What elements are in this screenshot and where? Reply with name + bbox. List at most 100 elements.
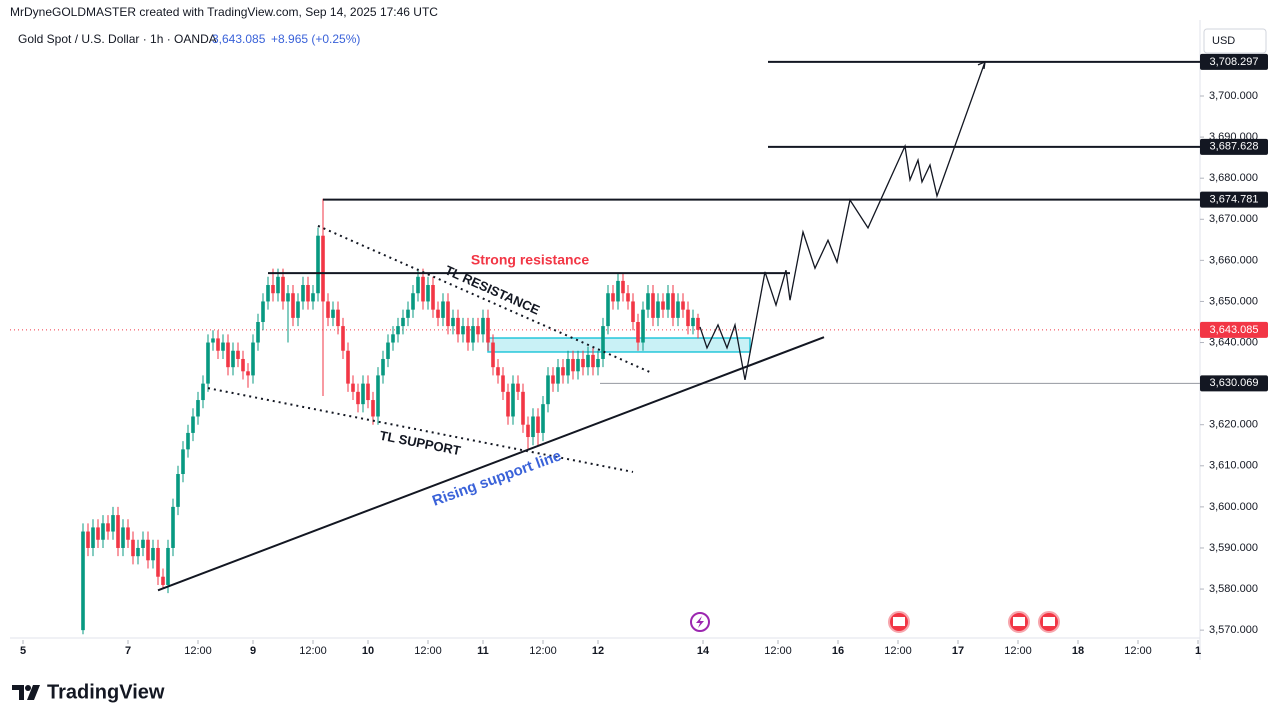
candle-body	[581, 358, 585, 368]
annotation: Strong resistance	[471, 252, 589, 268]
candle-body	[481, 317, 485, 335]
event-icons	[690, 611, 1060, 633]
candle-body	[221, 342, 225, 351]
candle-body	[541, 404, 545, 433]
y-tick-label: 3,670.000	[1209, 213, 1258, 225]
candle-body	[646, 293, 650, 310]
candle-body	[651, 293, 655, 318]
candle-body	[241, 358, 245, 372]
x-tick-label: 14	[697, 645, 710, 657]
candle-body	[606, 293, 610, 327]
candle-body	[216, 338, 220, 351]
candle-body	[531, 416, 535, 438]
candle-body	[476, 326, 480, 335]
currency-box[interactable]	[1203, 28, 1267, 54]
candle-body	[391, 334, 395, 343]
candle-body	[416, 276, 420, 294]
candle-body	[206, 342, 210, 384]
candle-body	[671, 293, 675, 318]
candle-body	[176, 474, 180, 507]
y-tick-label: 3,600.000	[1209, 501, 1258, 513]
candle-body	[561, 367, 565, 376]
candle-body	[546, 375, 550, 405]
y-tick-label: 3,610.000	[1209, 460, 1258, 472]
candle-body	[191, 416, 195, 433]
event-icon-bolt	[696, 616, 704, 628]
level-label: 3,630.069	[1210, 377, 1259, 389]
candle-body	[471, 326, 475, 343]
candle-body	[171, 506, 175, 548]
candle-body	[621, 280, 625, 294]
candle-body	[336, 309, 340, 327]
level-label-box	[1200, 53, 1268, 70]
candle-body	[536, 416, 540, 433]
level-label: 3,687.628	[1210, 141, 1259, 153]
x-tick-label: 12:00	[884, 645, 912, 657]
x-tick-label: 12:00	[414, 645, 442, 657]
level-label-box	[1200, 138, 1268, 155]
candle-body	[696, 317, 700, 330]
candle-body	[361, 383, 365, 405]
candle-body	[666, 293, 670, 310]
projection-arrow	[977, 60, 986, 70]
candle-body	[326, 301, 330, 318]
candle-body	[271, 285, 275, 294]
logo-icon	[27, 685, 40, 700]
candle-body	[251, 342, 255, 376]
x-tick-label: 12	[592, 645, 604, 657]
y-tick-label: 3,570.000	[1209, 624, 1258, 636]
x-tick-label: 12:00	[529, 645, 557, 657]
candle-body	[341, 326, 345, 351]
level-label: 3,708.297	[1210, 56, 1259, 68]
candle-body	[461, 326, 465, 335]
trend-line	[317, 224, 651, 374]
currency: USD	[1212, 35, 1235, 47]
candle-body	[86, 531, 90, 548]
candle-body	[516, 383, 520, 392]
candle-body	[101, 523, 105, 540]
candle-body	[356, 391, 360, 405]
candle-body	[521, 391, 525, 425]
candle-body	[456, 317, 460, 335]
y-tick-label: 3,700.000	[1209, 90, 1258, 102]
candle-body	[626, 293, 630, 302]
logo-text: TradingView	[47, 681, 165, 703]
logo-icon	[12, 685, 24, 700]
candle-body	[311, 293, 315, 302]
candle-body	[586, 354, 590, 368]
x-tick-label: 12:00	[1004, 645, 1032, 657]
level-label-box	[1200, 191, 1268, 208]
candle-body	[106, 523, 110, 532]
candle-body	[161, 576, 165, 585]
candle-body	[681, 301, 685, 310]
y-tick-label: 3,680.000	[1209, 172, 1258, 184]
x-tick-label: 16	[832, 645, 844, 657]
candle-body	[126, 527, 130, 540]
x-tick-label: 10	[362, 645, 374, 657]
plot	[10, 198, 1200, 635]
y-tick-label: 3,640.000	[1209, 336, 1258, 348]
candle-body	[256, 321, 260, 343]
logo-icon	[25, 685, 31, 691]
candle-body	[571, 358, 575, 372]
symbol: Gold Spot / U.S. Dollar · 1h · OANDA	[18, 32, 217, 46]
credit: MrDyneGOLDMASTER created with TradingVie…	[10, 5, 438, 19]
candle-body	[286, 293, 290, 302]
candle-body	[151, 547, 155, 561]
candle-body	[196, 400, 200, 417]
candle-body	[261, 301, 265, 322]
candle-body	[301, 285, 305, 302]
candle-body	[351, 383, 355, 392]
candle-body	[496, 367, 500, 376]
candle-body	[111, 515, 115, 532]
candle-body	[636, 321, 640, 343]
candle-body	[511, 383, 515, 417]
candle-body	[91, 527, 95, 548]
candle-body	[421, 276, 425, 302]
candle-body	[556, 367, 560, 384]
candle-body	[486, 317, 490, 343]
candle-body	[576, 358, 580, 372]
x-tick-label: 5	[20, 645, 26, 657]
trend-line	[207, 387, 634, 473]
